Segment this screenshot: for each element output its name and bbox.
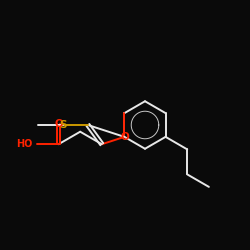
Text: O: O — [54, 119, 63, 129]
Text: O: O — [120, 132, 129, 142]
Text: HO: HO — [16, 139, 33, 149]
Text: S: S — [59, 120, 67, 130]
